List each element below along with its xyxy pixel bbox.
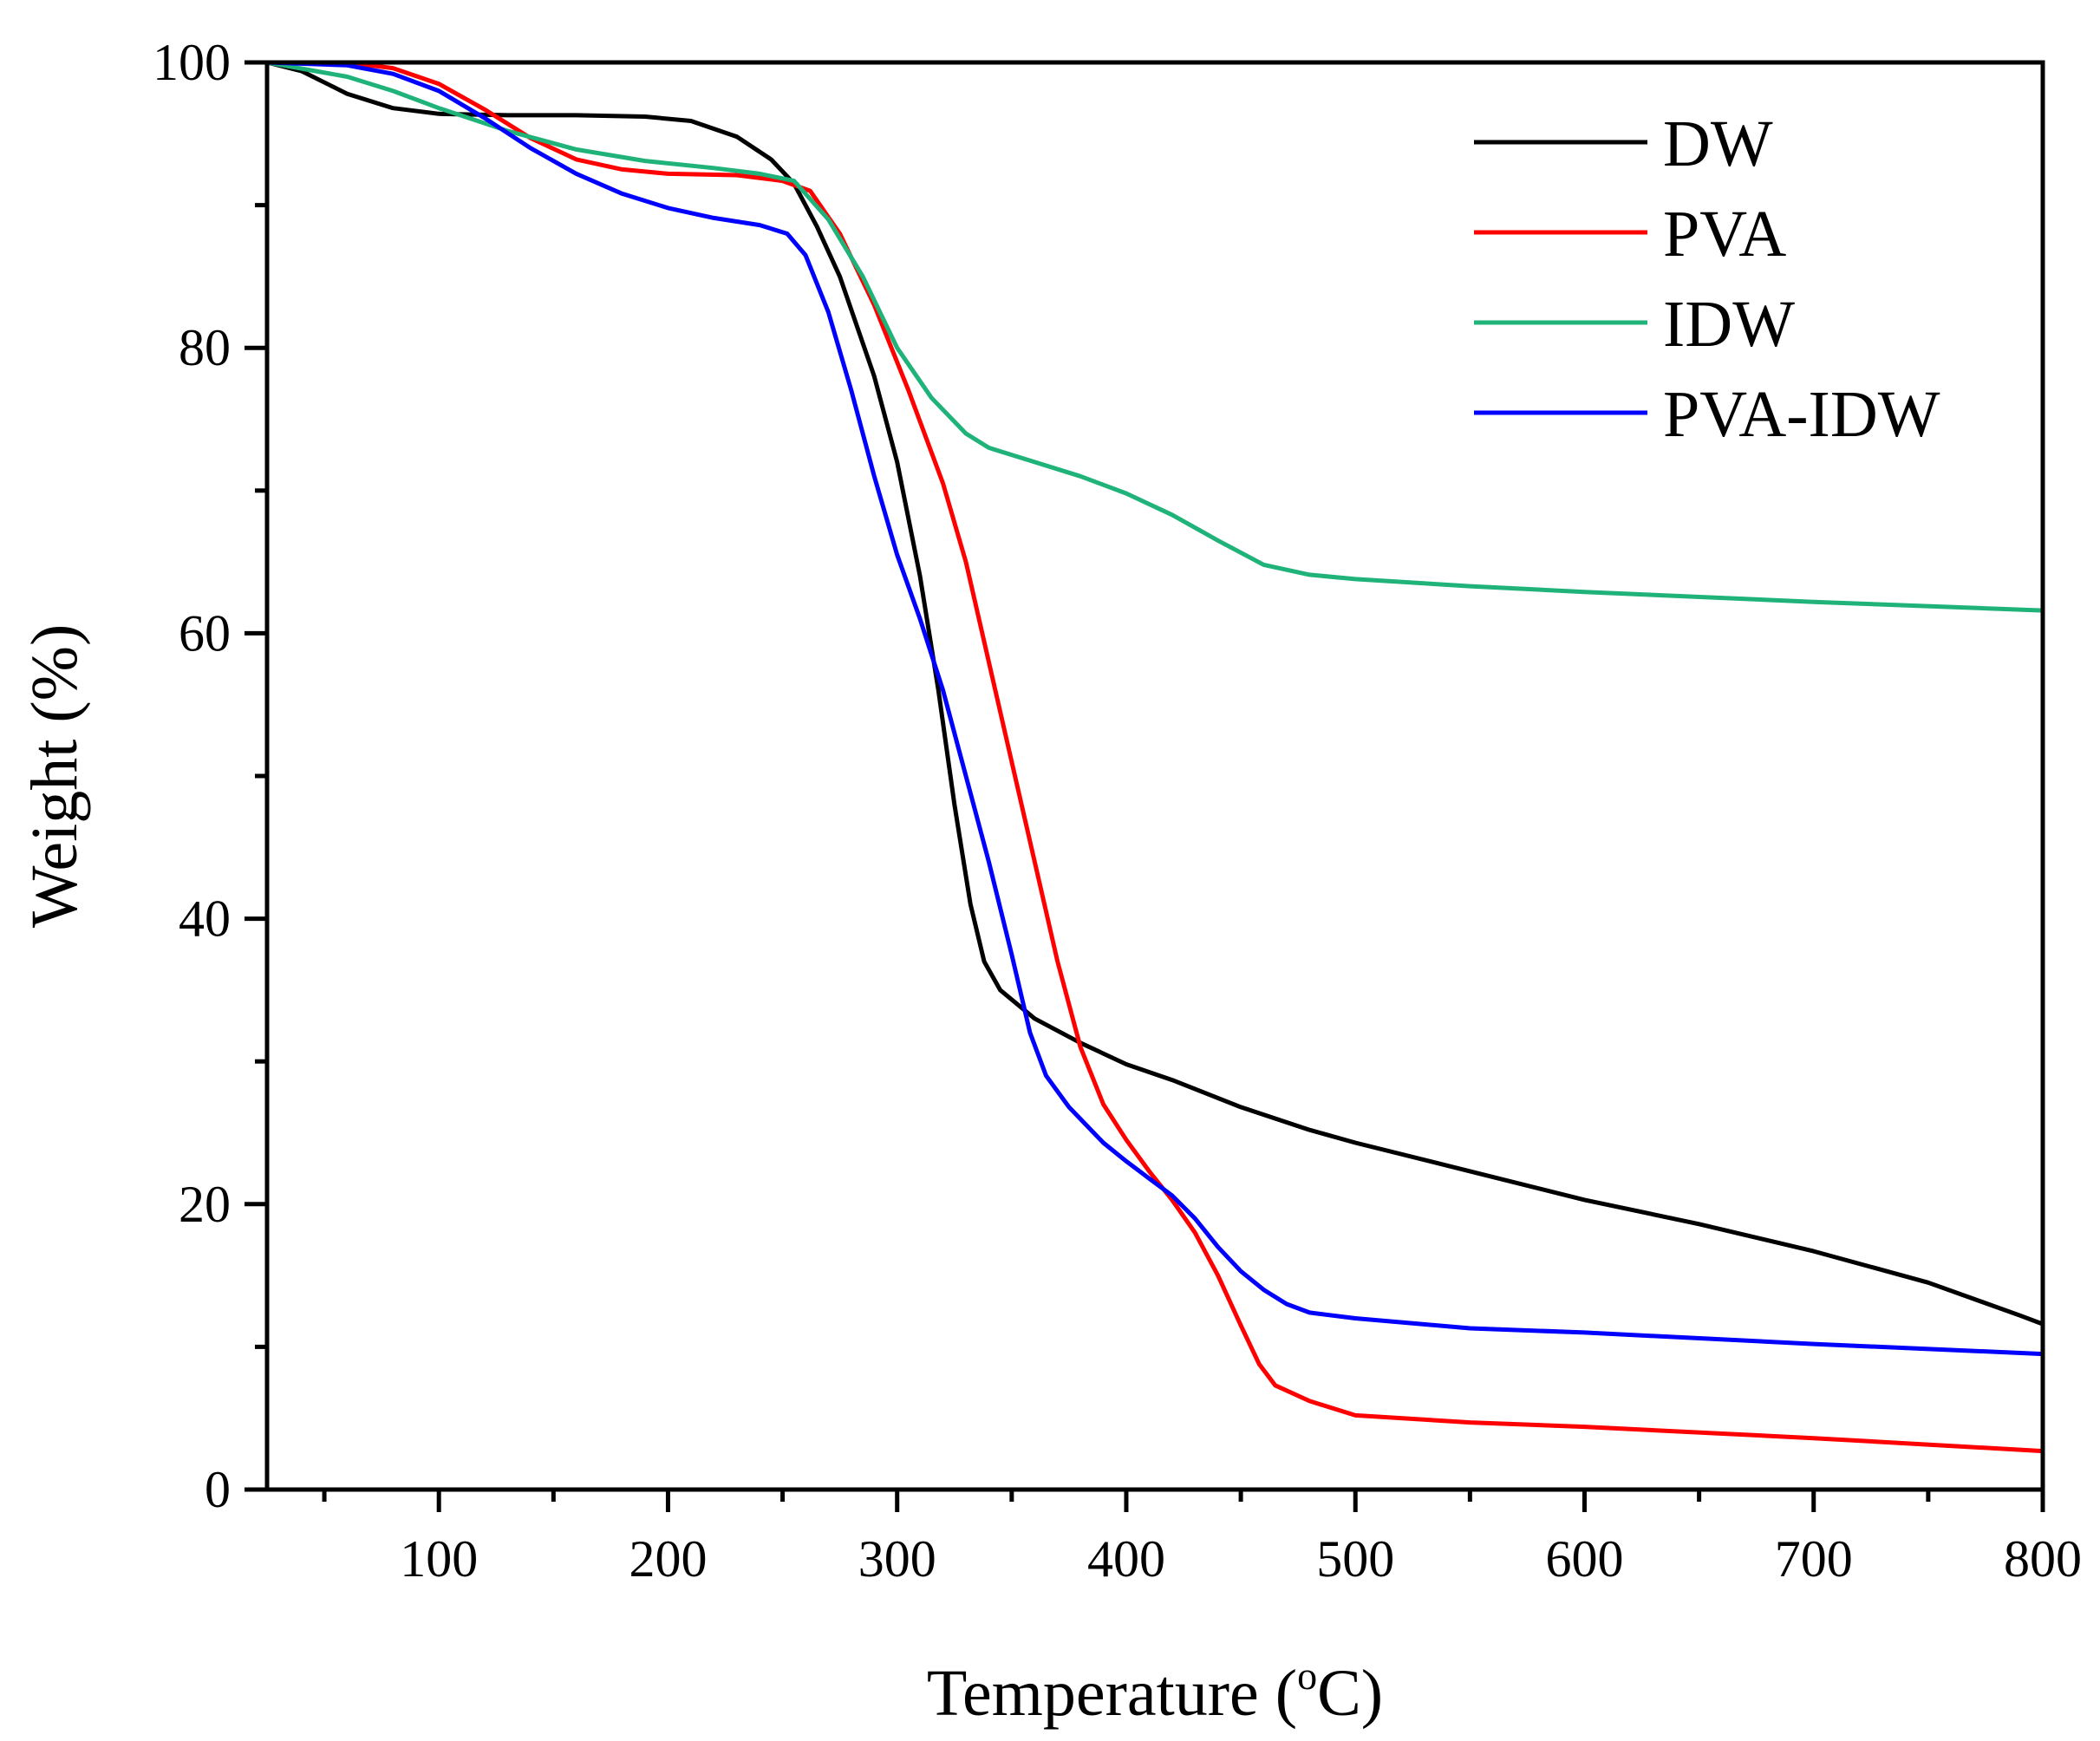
legend-label-dw: DW [1663, 108, 1773, 180]
x-axis-title-main: Temperature ( [927, 1657, 1297, 1730]
x-tick-label: 500 [1316, 1530, 1394, 1588]
y-tick-label: 60 [179, 604, 231, 662]
plot-frame [264, 60, 2045, 1492]
y-tick-label: 80 [179, 319, 231, 376]
series-line-dw [264, 60, 2045, 1327]
x-tick-label: 800 [2004, 1530, 2082, 1588]
x-tick-label: 400 [1087, 1530, 1165, 1588]
legend-label-pva: PVA [1663, 198, 1786, 271]
x-tick-label: 100 [400, 1530, 478, 1588]
series-line-pva-idw [264, 60, 2045, 1357]
series-line-pva [264, 60, 2045, 1454]
legend: DW PVA IDW PVA-IDW [1474, 108, 1940, 451]
y-axis-title: Weight (%) [18, 624, 91, 929]
y-tick-label: 100 [153, 34, 231, 91]
y-tick-label: 20 [179, 1176, 231, 1233]
x-axis-title-tail: C) [1317, 1657, 1383, 1730]
x-tick-label: 200 [629, 1530, 707, 1588]
x-tick-label: 700 [1775, 1530, 1853, 1588]
legend-label-idw: IDW [1663, 288, 1795, 361]
series-line-idw [264, 60, 2045, 613]
x-tick-label: 300 [858, 1530, 936, 1588]
legend-label-pva-idw: PVA-IDW [1663, 378, 1940, 451]
y-tick-label: 0 [205, 1461, 231, 1518]
x-axis-title: Temperature (oC) [927, 1653, 1383, 1730]
x-tick-label: 600 [1545, 1530, 1623, 1588]
series-layer [264, 60, 2045, 1454]
y-tick-label: 40 [179, 890, 231, 948]
x-axis-title-sup: o [1297, 1653, 1317, 1698]
ticks-layer: 100 200 300 400 500 600 700 800 0 20 40 60 80 100 [153, 34, 2082, 1588]
